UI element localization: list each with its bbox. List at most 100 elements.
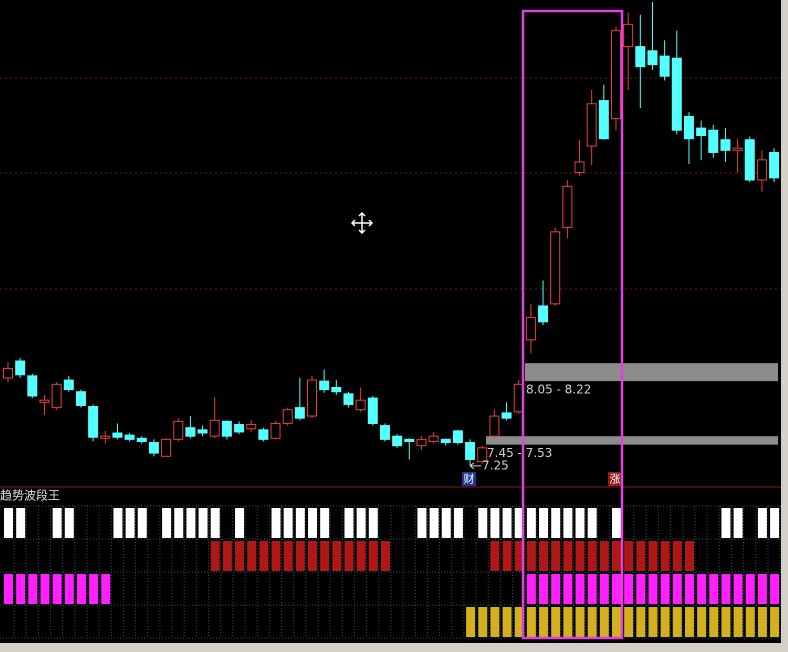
signal-bar [575,508,585,538]
signal-bar [283,541,293,571]
signal-bar [235,541,245,571]
candle-body [769,151,780,179]
signal-bar [721,574,731,604]
candle-body [112,432,123,438]
candle-body [501,412,512,419]
candle-body [51,383,62,409]
candle-body [671,57,682,131]
signal-bar [514,607,524,637]
signal-bar [4,508,13,538]
candle-body [173,420,184,440]
signal-bar [697,574,707,604]
price-band-label: 8.05 - 8.22 [526,383,591,397]
signal-bar [733,508,743,538]
signal-bar [612,574,621,604]
signal-bar [125,508,135,538]
signal-bar [235,508,245,538]
signal-bar [636,574,646,604]
signal-bar [770,607,780,637]
signal-bar [490,508,500,538]
signal-bar [709,574,719,604]
candle-body [379,425,390,440]
signal-bar [478,607,488,637]
highlight-box [521,9,624,640]
candle-body [574,161,585,174]
signal-bar [356,541,366,571]
signal-bar [660,574,670,604]
signal-bar [368,541,378,571]
candle-body [15,360,26,376]
price-band [525,363,778,382]
signal-bar [344,508,354,538]
candle-body [465,442,476,460]
signal-bar [89,574,99,604]
signal-bar [697,607,707,637]
signal-bar [28,574,38,604]
signal-bar [344,541,354,571]
signal-bar [709,607,719,637]
signal-bar [308,508,317,538]
candle-body [696,127,707,137]
signal-bar [599,541,609,571]
candle-body [756,159,767,181]
indicator-title: 趋势波段王 [0,488,60,503]
signal-bar [551,607,561,637]
signal-bar [539,508,549,538]
signal-bar [648,607,658,637]
signal-bar [174,508,184,538]
candle-body [720,139,731,151]
signal-bar [283,508,293,538]
signal-bar [64,508,74,538]
candle-body [246,424,257,430]
signal-bar [429,508,439,538]
signal-bar [757,508,767,538]
signal-bar [356,508,366,538]
candle-body [659,55,670,77]
signal-bar [648,541,658,571]
signal-bar [52,574,62,604]
candle-body [611,30,621,120]
signal-bar [490,607,500,637]
signal-bar [526,574,536,604]
signal-bar [490,541,500,571]
candle-body [683,115,694,140]
signal-bar [466,607,476,637]
signal-bar [587,607,597,637]
signal-bar [745,574,755,604]
signal-bar [636,541,646,571]
signal-bar [4,574,13,604]
candle-body [148,442,159,454]
signal-bar [539,574,549,604]
candle-body [88,406,99,438]
signal-bar [247,541,257,571]
badge-box [608,472,622,486]
signal-bar [320,541,330,571]
signal-bar [757,607,767,637]
signal-bar [672,541,682,571]
candle-body [744,139,755,181]
candle-body [538,305,549,323]
candle-body [234,424,245,433]
signal-bar [478,508,488,538]
candle-body [404,438,415,442]
signal-bar [575,541,585,571]
signal-bar [733,574,743,604]
signal-bar [587,541,597,571]
signal-bar [599,574,609,604]
signal-bar [295,508,305,538]
signal-bar [563,541,573,571]
signal-bar [733,607,743,637]
signal-bar [721,607,731,637]
signal-bar [320,508,330,538]
signal-bar [295,541,305,571]
signal-bar [539,607,549,637]
signal-bar [612,541,621,571]
candle-body [477,447,488,463]
candle-body [27,375,38,397]
signal-bar [453,508,463,538]
signal-bar [526,508,536,538]
signal-bar [684,574,694,604]
signal-bar [770,508,780,538]
candle-body [221,420,232,437]
signal-bar [259,541,269,571]
